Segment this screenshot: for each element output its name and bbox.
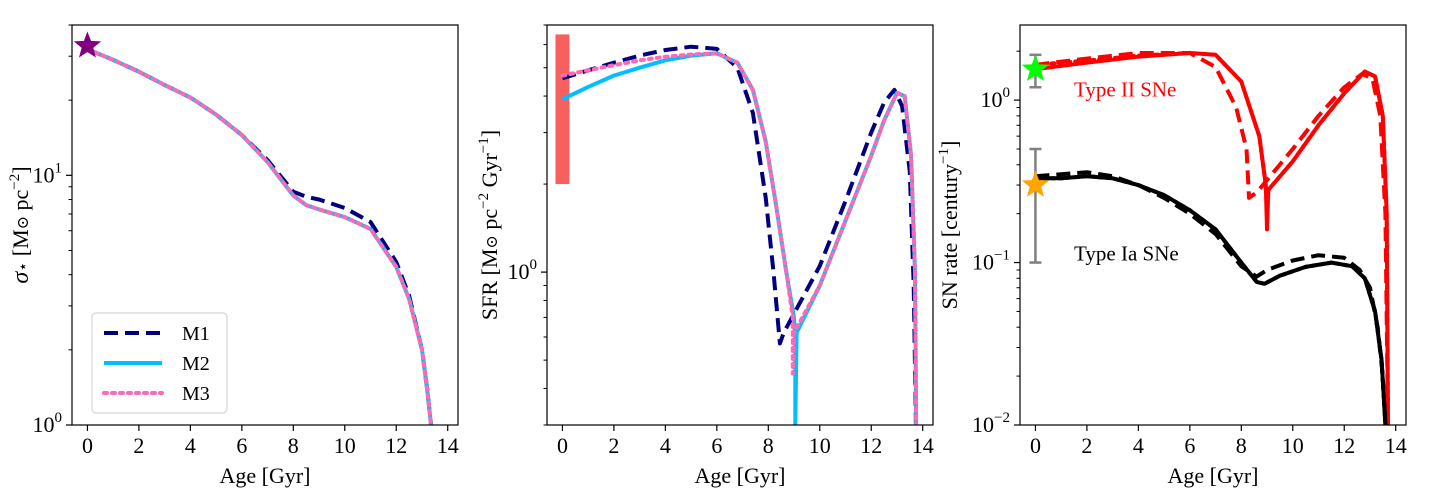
series-line-m2	[561, 51, 919, 425]
x-tick-label: 10	[334, 433, 356, 458]
x-tick-label: 2	[608, 433, 619, 458]
plot-area	[85, 47, 434, 425]
error-bar	[1029, 147, 1042, 264]
x-tick-label: 4	[660, 433, 671, 458]
series-line-m3	[85, 47, 434, 425]
x-tick-label: 14	[912, 433, 934, 458]
x-tick-label: 4	[1133, 433, 1144, 458]
series-line-type-ia-m2	[1035, 174, 1388, 425]
x-tick-label: 10	[1282, 433, 1304, 458]
y-tick-label: 10−1	[972, 248, 1010, 275]
y-tick-label: 100	[33, 410, 63, 437]
x-tick-label: 8	[1236, 433, 1247, 458]
annotation: Type II SNe	[1074, 78, 1176, 102]
x-tick-label: 2	[1081, 433, 1092, 458]
y-axis-label: σ⋆ [M⊙ pc−2]	[7, 166, 34, 283]
panel-sn-rate: 0 2 4 6 8 10 12 14 10−2 10−1 100 Age [Gyr] SN rate […	[936, 24, 1407, 488]
panel-stellar-density: 0 2 4 6 8 10 12 14 100 101 Age [Gyr] σ⋆ [M⊙ pc−2] M1…	[7, 24, 459, 488]
y-tick-label: 100	[981, 85, 1011, 112]
x-tick-label: 2	[133, 433, 144, 458]
y-tick-label: 101	[33, 160, 63, 187]
x-tick-label: 0	[82, 433, 93, 458]
star-marker	[73, 31, 102, 58]
axes-frame	[1019, 24, 1407, 426]
legend-label: M1	[182, 323, 210, 345]
y-axis-label: SFR [M⊙ pc−2 Gyr−1]	[476, 130, 502, 320]
star-marker	[1021, 170, 1050, 197]
star-marker	[1021, 54, 1050, 81]
x-tick-label: 4	[185, 433, 196, 458]
annotation: Type Ia SNe	[1074, 241, 1179, 265]
x-tick-label: 14	[1385, 433, 1407, 458]
y-tick-label: 100	[508, 257, 538, 284]
series-line-type-ia-m3	[1033, 174, 1388, 425]
axes-frame	[546, 24, 934, 426]
x-axis-label: Age [Gyr]	[694, 463, 785, 488]
legend-label: M2	[182, 353, 210, 375]
plot-area	[1033, 51, 1390, 425]
series-line-m3	[560, 51, 919, 425]
series-line-m1	[561, 44, 918, 425]
legend-label: M3	[182, 383, 210, 405]
x-tick-label: 6	[236, 433, 247, 458]
x-axis-label: Age [Gyr]	[1167, 463, 1258, 488]
series-line-type-ii-m3	[1033, 51, 1390, 425]
observed-sfr-band	[555, 34, 570, 185]
y-axis-label: SN rate [century−1]	[936, 141, 962, 310]
y-tick-label: 10−2	[972, 410, 1010, 437]
series-line-type-ia-m1	[1035, 170, 1388, 425]
x-tick-label: 10	[809, 433, 831, 458]
x-tick-label: 12	[385, 433, 407, 458]
series-line-type-ii-m2	[1035, 51, 1390, 425]
axes-frame	[71, 24, 459, 426]
x-tick-label: 6	[1184, 433, 1195, 458]
series-line-type-ii-m1	[1035, 51, 1390, 425]
x-tick-label: 8	[288, 433, 299, 458]
x-tick-label: 14	[437, 433, 459, 458]
x-tick-label: 0	[557, 433, 568, 458]
legend: M1 M2 M3	[91, 312, 228, 414]
x-tick-label: 12	[860, 433, 882, 458]
panel-sfr: 0 2 4 6 8 10 12 14 100 Age [Gyr] SFR [M⊙ pc−2 Gyr−…	[476, 24, 934, 488]
x-tick-label: 6	[711, 433, 722, 458]
x-tick-label: 12	[1333, 433, 1355, 458]
x-tick-label: 0	[1030, 433, 1041, 458]
x-tick-label: 8	[763, 433, 774, 458]
plot-area	[555, 34, 919, 425]
x-axis-label: Age [Gyr]	[219, 463, 310, 488]
